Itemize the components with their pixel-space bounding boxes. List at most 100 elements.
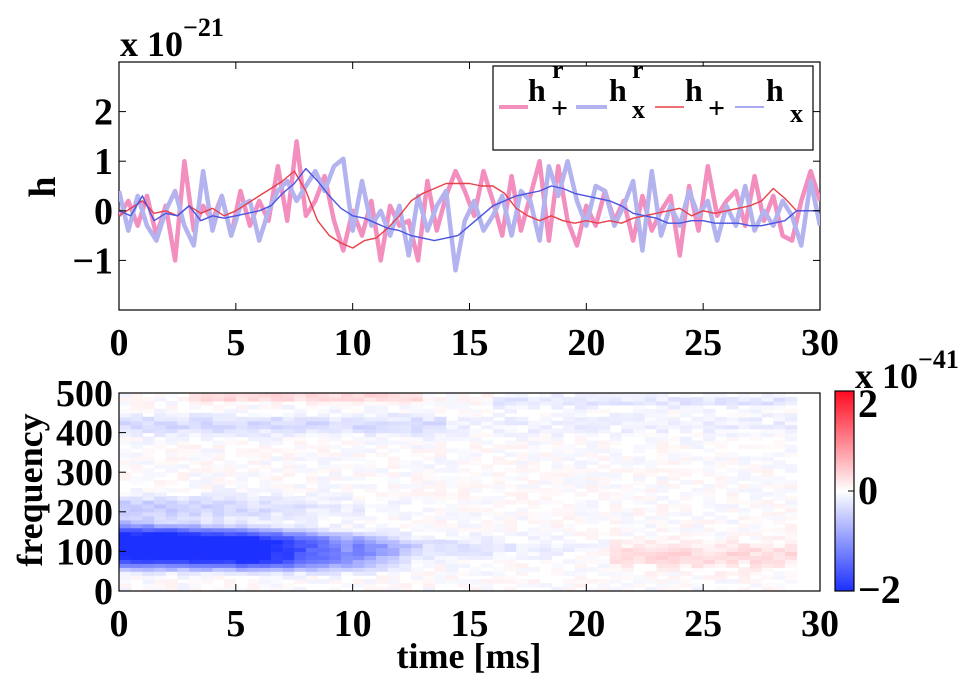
- heatmap-cell: [341, 507, 354, 513]
- heatmap-cell: [411, 397, 424, 402]
- legend-sub-hplus: +: [708, 92, 725, 125]
- heatmap-cell: [738, 555, 751, 560]
- heatmap-cell: [504, 579, 517, 584]
- heatmap-cell: [422, 496, 436, 501]
- heatmap-cell: [235, 527, 249, 533]
- heatmap-cell: [749, 567, 763, 572]
- heatmap-cell: [586, 515, 599, 521]
- heatmap-cell: [352, 571, 365, 576]
- heatmap-cell: [177, 416, 190, 422]
- heatmap-cell: [352, 499, 365, 505]
- heatmap-cell: [527, 511, 541, 517]
- heatmap-cell: [563, 587, 576, 591]
- heatmap-cell: [294, 440, 307, 446]
- heatmap-cell: [317, 511, 330, 517]
- heatmap-cell: [784, 543, 798, 549]
- heatmap-cell: [586, 428, 599, 434]
- heatmap-cell: [224, 535, 237, 541]
- heatmap-cell: [714, 551, 728, 556]
- heatmap-cell: [539, 555, 552, 560]
- heatmap-cell: [422, 515, 436, 521]
- heatmap-cell: [259, 579, 272, 584]
- colorbar-ticks: 20−2: [848, 381, 901, 612]
- heatmap-cell: [726, 543, 739, 549]
- heatmap-cell: [142, 436, 155, 442]
- heatmap-cell: [434, 428, 447, 434]
- heatmap-cell: [551, 551, 564, 556]
- heatmap-cell: [317, 412, 330, 418]
- heatmap-cell: [609, 416, 622, 422]
- heatmap-cell: [341, 476, 354, 481]
- heatmap-cell: [130, 444, 143, 450]
- heatmap-cell: [469, 539, 482, 545]
- heatmap-cell: [189, 507, 202, 513]
- heatmap-cell: [376, 416, 389, 422]
- heatmap-cell: [749, 420, 763, 426]
- heatmap-cell: [165, 559, 178, 564]
- heatmap-cell: [422, 484, 436, 489]
- heatmap-cell: [270, 507, 284, 513]
- heatmap-cell: [422, 535, 436, 541]
- heatmap-cell: [738, 567, 751, 572]
- heatmap-cell: [119, 579, 132, 584]
- heatmap-cell: [165, 468, 178, 473]
- heatmap-cell: [154, 535, 167, 541]
- heatmap-cell: [691, 583, 704, 588]
- heatmap-cell: [154, 480, 167, 485]
- heatmap-cell: [212, 408, 225, 414]
- heatmap-cell: [376, 523, 389, 529]
- heatmap-cell: [527, 464, 541, 469]
- heatmap-cell: [387, 587, 400, 591]
- heatmap-cell: [586, 555, 599, 560]
- heatmap-cell: [563, 543, 576, 549]
- heatmap-cell: [679, 571, 693, 576]
- heatmap-cell: [259, 393, 272, 398]
- heatmap-cell: [305, 563, 319, 568]
- heatmap-cell: [200, 400, 214, 406]
- heatmap-cell: [200, 484, 214, 489]
- heatmap-cell: [633, 527, 646, 533]
- heatmap-cell: [761, 460, 774, 465]
- heatmap-cell: [563, 468, 576, 473]
- heatmap-cell: [469, 412, 482, 418]
- heatmap-cell: [527, 452, 541, 457]
- heatmap-cell: [691, 432, 704, 438]
- heatmap-cell: [539, 424, 552, 430]
- heatmap-cell: [130, 393, 143, 398]
- heatmap-cell: [341, 400, 354, 406]
- heatmap-cell: [305, 499, 319, 505]
- heatmap-cell: [130, 476, 143, 481]
- heatmap-cell: [200, 499, 214, 505]
- heatmap-cell: [200, 412, 214, 418]
- heatmap-cell: [644, 496, 658, 501]
- heatmap-cell: [621, 567, 634, 572]
- heatmap-cell: [329, 535, 342, 541]
- heatmap-cell: [399, 484, 412, 489]
- heatmap-cell: [270, 432, 284, 438]
- heatmap-cell: [621, 575, 634, 580]
- heatmap-cell: [773, 412, 786, 418]
- heatmap-cell: [177, 444, 190, 450]
- heatmap-cell: [376, 444, 389, 450]
- heatmap-cell: [504, 555, 517, 560]
- heatmap-cell: [703, 563, 716, 568]
- heatmap-cell: [270, 424, 284, 430]
- heatmap-cell: [668, 543, 681, 549]
- heatmap-cell: [270, 567, 284, 572]
- heatmap-cell: [749, 531, 763, 537]
- bottom-x-tick-label: 10: [334, 603, 372, 645]
- heatmap-cell: [703, 464, 716, 469]
- heatmap-cell: [224, 563, 237, 568]
- heatmap-cell: [749, 444, 763, 450]
- heatmap-cell: [235, 507, 249, 513]
- heatmap-cell: [329, 420, 342, 426]
- heatmap-cell: [341, 456, 354, 461]
- heatmap-cell: [422, 464, 436, 469]
- heatmap-cell: [154, 484, 167, 489]
- heatmap-cell: [563, 583, 576, 588]
- heatmap-cell: [761, 587, 774, 591]
- heatmap-cell: [539, 476, 552, 481]
- heatmap-cell: [633, 460, 646, 465]
- heatmap-cell: [305, 539, 319, 545]
- heatmap-cell: [481, 547, 494, 552]
